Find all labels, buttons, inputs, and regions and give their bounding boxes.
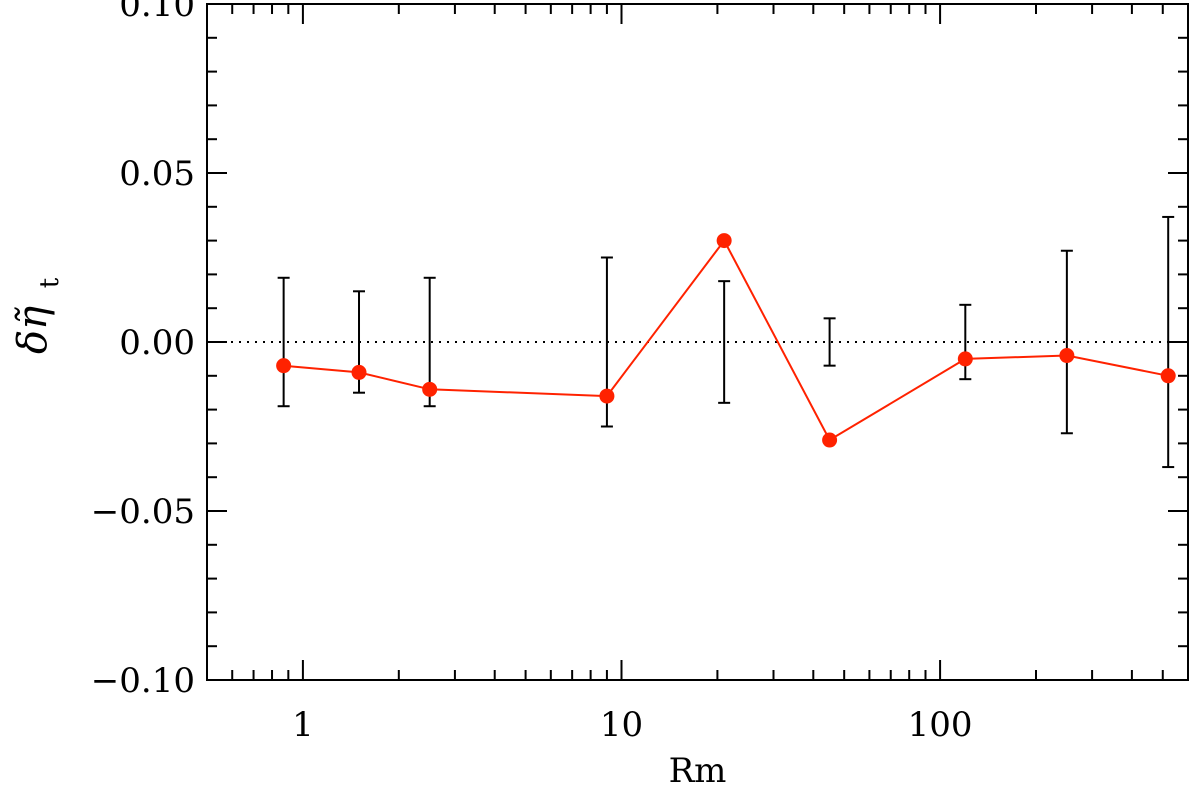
- y-axis-label-subscript: t: [35, 277, 65, 288]
- data-point: [599, 388, 615, 404]
- y-axis-label-symbol: δη̃: [10, 306, 56, 354]
- data-point: [422, 381, 438, 397]
- y-tick-label: 0.05: [119, 154, 195, 194]
- y-tick-label: −0.10: [91, 661, 195, 701]
- minor-ticks: [206, 4, 1189, 680]
- x-tick-label: 1: [292, 705, 314, 745]
- y-axis-label: δη̃ t: [10, 277, 65, 354]
- x-tick-labels: 1 10 100: [292, 705, 972, 745]
- y-tick-label: 0.10: [119, 0, 195, 25]
- y-tick-labels: 0.10 0.05 0.00 −0.05 −0.10: [91, 0, 195, 701]
- series-lines: [283, 238, 1169, 442]
- data-point: [716, 233, 732, 249]
- data-point: [1059, 348, 1075, 364]
- data-point: [957, 351, 973, 367]
- major-ticks: [207, 3, 1188, 681]
- data-points: [276, 233, 1176, 448]
- x-tick-label: 100: [908, 705, 973, 745]
- x-axis-label: Rm: [669, 751, 727, 788]
- data-point: [1160, 368, 1176, 384]
- x-tick-label: 10: [600, 705, 643, 745]
- y-tick-label: −0.05: [91, 492, 195, 532]
- data-point: [276, 358, 292, 374]
- y-tick-label: 0.00: [119, 323, 195, 363]
- data-point: [822, 432, 838, 448]
- data-point: [351, 364, 367, 380]
- series-line: [283, 238, 1169, 442]
